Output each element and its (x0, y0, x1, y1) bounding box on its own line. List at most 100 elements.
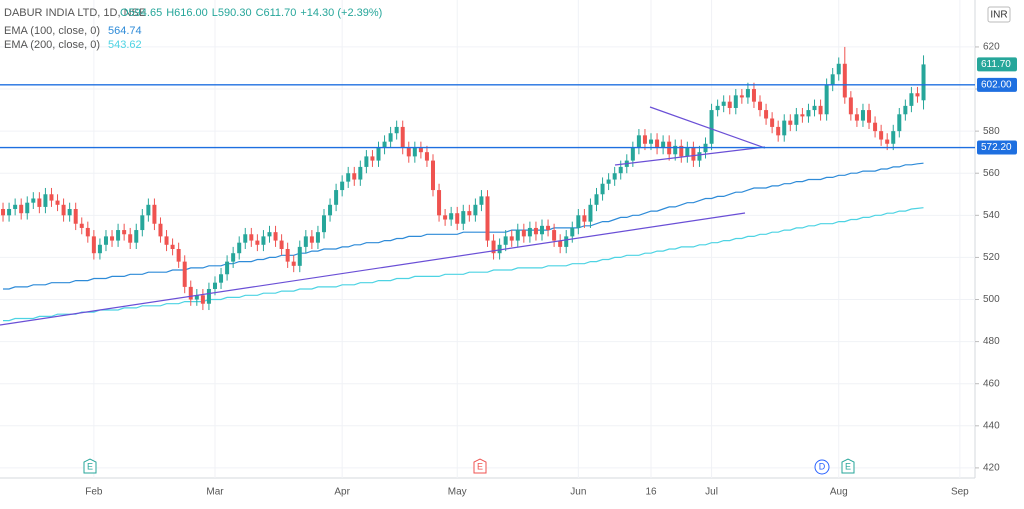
candle-body (449, 213, 454, 220)
candle-body (128, 234, 133, 243)
candle-body (515, 230, 520, 241)
candle-body (776, 126, 781, 136)
candle-body (19, 204, 24, 214)
currency: INR (990, 10, 1007, 21)
trend-line (0, 212, 746, 326)
x-tick-label: Apr (334, 487, 350, 498)
ohlc-value: C611.70 (256, 7, 297, 19)
candle-body (758, 101, 763, 111)
candle-body (491, 240, 496, 254)
y-tick-label: 420 (983, 463, 1000, 474)
candle-body (461, 211, 466, 224)
candle-body (170, 244, 175, 249)
candle-body (860, 110, 865, 121)
candle-body (110, 236, 115, 241)
legend-value: 564.74 (108, 25, 142, 37)
candle-body (606, 179, 611, 184)
candle-body (649, 139, 654, 144)
candle-body (915, 93, 920, 97)
hline-label: 602.00 (981, 79, 1012, 90)
candle-body (540, 225, 545, 235)
candle-body (424, 152, 429, 161)
ohlc-value: O594.65 (120, 7, 162, 19)
last-price-box (977, 57, 1017, 72)
candle-body (885, 139, 890, 144)
y-tick-label: 480 (983, 336, 1000, 347)
candle-body (473, 204, 478, 216)
legend-value: 543.62 (108, 39, 142, 51)
candle-body (352, 173, 357, 180)
candle-body (231, 253, 236, 262)
candle-body (55, 200, 60, 205)
candle-body (673, 145, 678, 155)
candle-body (715, 105, 720, 111)
candle-body (570, 227, 575, 237)
candle-body (842, 63, 847, 98)
y-tick-label: 540 (983, 210, 1000, 221)
event-icon (814, 459, 830, 475)
candle-body (85, 227, 90, 237)
candle-body (818, 105, 823, 115)
candle-body (140, 215, 145, 231)
candle-body (909, 93, 914, 106)
candle-body (527, 227, 532, 237)
candle-body (800, 114, 805, 117)
candle-body (13, 204, 18, 210)
candle-body (412, 147, 417, 157)
x-tick-label: Aug (830, 487, 848, 498)
candle-body (679, 145, 684, 157)
candle-body (340, 181, 345, 191)
candle-body (630, 147, 635, 161)
plot (0, 0, 975, 478)
candle-body (164, 236, 169, 245)
candle-body (806, 110, 811, 117)
candle-body (243, 234, 248, 243)
x-tick-label: 16 (645, 487, 657, 498)
candle-body (388, 133, 393, 142)
candle-body (685, 147, 690, 157)
legend-name: EMA (100, close, 0) (4, 25, 100, 37)
ohlc-header: O594.65 H616.00 L590.30 C611.70 +14.30 (+2.3… (120, 7, 382, 19)
candle-body (836, 63, 841, 75)
x-tick-label: May (448, 487, 467, 498)
candle-body (273, 232, 278, 241)
candle-body (485, 196, 490, 241)
candle-body (854, 114, 859, 121)
currency-box (987, 6, 1011, 23)
candle-body (594, 194, 599, 205)
legend-name: EMA (200, close, 0) (4, 39, 100, 51)
candle-body (358, 166, 363, 180)
candle-body (1, 209, 6, 216)
candle-body (279, 240, 284, 249)
x-tick-label: Jun (570, 487, 586, 498)
candle-body (558, 240, 563, 247)
y-tick-label: 560 (983, 168, 1000, 179)
candle-body (727, 101, 732, 108)
candle-body (552, 230, 557, 241)
candle-body (406, 147, 411, 157)
candle-body (25, 202, 30, 214)
candle-body (188, 286, 193, 300)
candle-body (921, 64, 926, 101)
event-icon (83, 458, 97, 474)
candle-body (134, 230, 139, 243)
candle-body (297, 246, 302, 266)
ema-line (3, 207, 924, 322)
candle-body (67, 209, 72, 216)
ohlc-value: +14.30 (+2.39%) (300, 7, 382, 19)
candle-body (521, 230, 526, 237)
candle-body (897, 114, 902, 132)
candle-body (261, 236, 266, 245)
candle-body (291, 261, 296, 266)
candle-body (49, 194, 54, 201)
candle-body (394, 126, 399, 134)
candle-body (237, 242, 242, 254)
candle-body (636, 135, 641, 148)
candle-body (533, 227, 538, 235)
candle-body (249, 234, 254, 241)
candle-body (546, 225, 551, 231)
candle-body (739, 95, 744, 98)
candle-body (346, 173, 351, 182)
candle-body (309, 236, 314, 243)
